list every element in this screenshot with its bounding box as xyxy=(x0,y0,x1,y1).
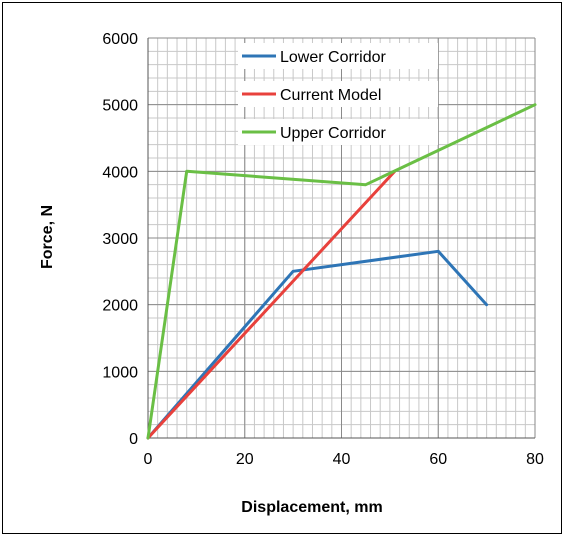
y-tick-label: 0 xyxy=(129,431,138,448)
x-axis-title: Displacement, mm xyxy=(241,499,382,516)
series-line-current-model xyxy=(146,169,397,440)
axes: 0 20 40 60 80 0 1000 2000 3000 4000 5000 6000 xyxy=(102,31,544,468)
y-tick-label: 5000 xyxy=(102,98,138,115)
series-line-upper-corridor xyxy=(146,103,537,440)
legend-label-lower-corridor: Lower Corridor xyxy=(280,49,386,66)
series-lines xyxy=(146,103,537,440)
y-tick-label: 6000 xyxy=(102,31,138,48)
y-tick-label: 4000 xyxy=(102,164,138,181)
x-tick-label: 0 xyxy=(144,451,153,468)
y-tick-label: 1000 xyxy=(102,364,138,381)
x-tick-label: 80 xyxy=(526,451,544,468)
y-tick-label: 2000 xyxy=(102,298,138,315)
series-line-lower-corridor xyxy=(146,249,489,440)
x-tick-label: 20 xyxy=(236,451,254,468)
legend: Lower Corridor Current Model Upper Corrido… xyxy=(238,43,438,145)
legend-label-upper-corridor: Upper Corridor xyxy=(280,125,386,142)
y-axis-title: Force, N xyxy=(39,205,56,269)
y-tick-label: 3000 xyxy=(102,231,138,248)
legend-label-current-model: Current Model xyxy=(280,87,381,104)
x-tick-label: 40 xyxy=(333,451,351,468)
x-tick-label: 60 xyxy=(429,451,447,468)
